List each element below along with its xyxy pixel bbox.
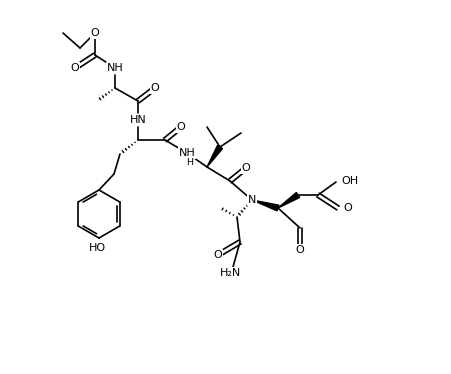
Text: O: O <box>213 250 222 260</box>
Polygon shape <box>277 193 299 208</box>
Polygon shape <box>252 200 278 211</box>
Text: O: O <box>176 122 185 132</box>
Text: NH: NH <box>106 63 123 73</box>
Text: NH: NH <box>178 148 195 158</box>
Text: H₂N: H₂N <box>220 268 241 278</box>
Text: OH: OH <box>340 176 357 186</box>
Polygon shape <box>207 145 222 167</box>
Text: O: O <box>342 203 351 213</box>
Text: O: O <box>150 83 159 93</box>
Text: O: O <box>241 163 250 173</box>
Text: H: H <box>186 157 193 166</box>
Text: HN: HN <box>129 115 146 125</box>
Text: O: O <box>90 28 99 38</box>
Text: O: O <box>295 245 304 255</box>
Text: N: N <box>247 195 256 205</box>
Text: HO: HO <box>88 243 106 253</box>
Text: O: O <box>70 63 79 73</box>
